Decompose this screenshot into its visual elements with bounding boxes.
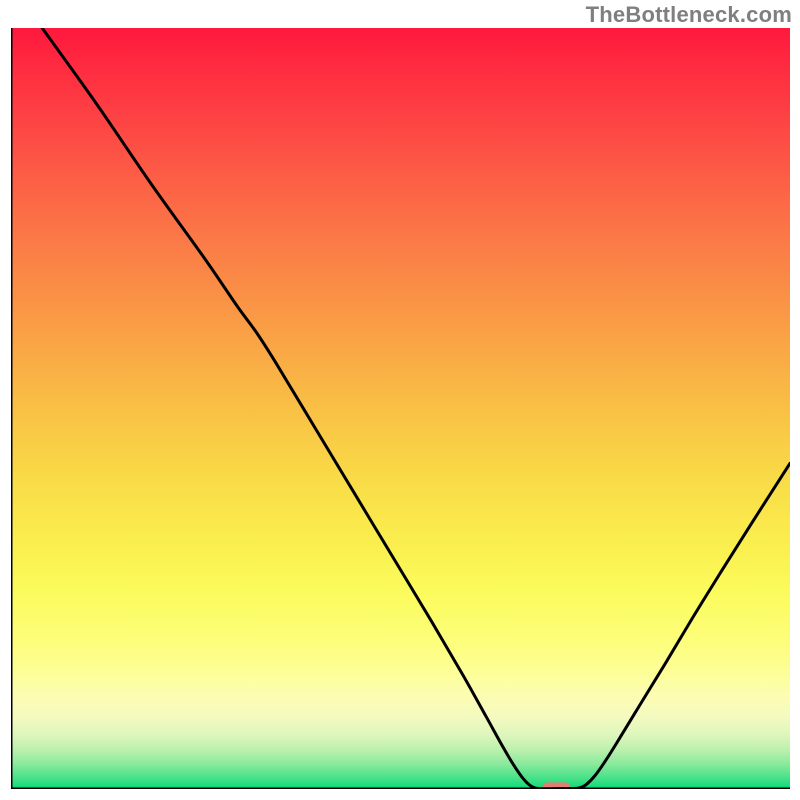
plot-svg: [11, 28, 790, 789]
watermark-text: TheBottleneck.com: [586, 2, 792, 28]
bottleneck-plot: [11, 28, 790, 789]
plot-background: [11, 28, 790, 789]
